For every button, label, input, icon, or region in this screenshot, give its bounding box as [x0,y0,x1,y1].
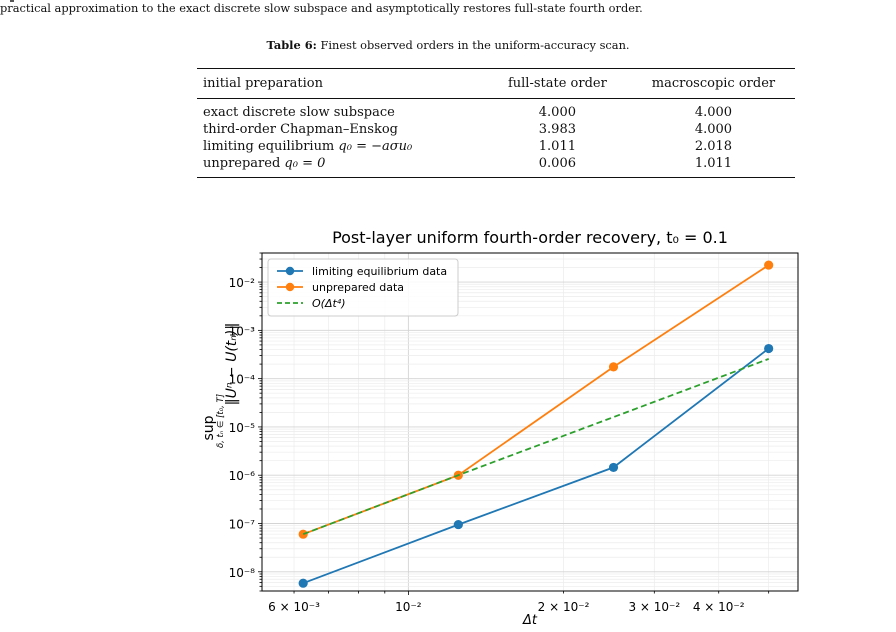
plot-frame [261,252,799,592]
macroscopic-order: 4.000 [694,122,733,137]
row-label-math: q₀ = −aσu₀ [338,139,413,154]
row-label: third-order Chapman–Enskog [197,121,483,138]
y-tick-label: 10⁻⁸ [229,566,256,580]
row-label-text: limiting equilibrium [203,139,339,154]
series-line-2 [302,358,770,536]
column-header: full-state order [507,76,607,91]
row-label-text: exact discrete slow subspace [203,105,395,120]
y-tick-label: 10⁻⁷ [229,517,256,531]
row-label-text: third-order Chapman–Enskog [203,122,398,137]
table-row: limiting equilibrium q₀ = −aσu₀ 1.011 2.… [197,138,795,155]
paragraph-text: practical approximation to the exact dis… [0,1,643,15]
x-tick-label: 3 × 10⁻² [628,600,680,614]
y-tick-label: 10⁻³ [229,324,256,338]
full-state-order: 4.000 [538,105,576,120]
grid [262,252,798,592]
data-point [298,578,308,588]
table-caption-label: Table 6: [266,38,317,52]
x-tick-label: 6 × 10⁻³ [268,600,320,614]
table-header-row: initial preparation full-state order mac… [197,68,795,99]
y-axis-label-subscript: δ, tₙ ∈ [t₀, T] [216,394,226,448]
chart-title: Post-layer uniform fourth-order recovery… [332,228,728,247]
results-table: initial preparation full-state order mac… [197,68,795,178]
macroscopic-order: 1.011 [694,156,733,171]
data-point [764,260,774,270]
cut-off-text-line [0,0,896,3]
y-tick-label: 10⁻⁵ [229,421,256,435]
row-label: unprepared q₀ = 0 [197,155,483,178]
legend-box [267,258,459,317]
column-header: macroscopic order [651,76,776,91]
legend-marker-limiting [285,266,295,276]
row-label-text: unprepared [203,156,285,171]
x-tick-label: 4 × 10⁻² [693,600,745,614]
series-line-0 [302,347,770,585]
full-state-order: 3.983 [538,122,576,137]
full-state-order: 1.011 [538,139,576,154]
legend-label: O(Δt⁴) [312,297,346,310]
y-axis-label-norm: ‖Uⁿ − U(tₙ)‖ [224,323,240,406]
data-point [764,343,774,354]
y-tick-label: 10⁻⁴ [229,373,256,387]
column-header: initial preparation [203,76,323,91]
row-label: limiting equilibrium q₀ = −aσu₀ [197,138,483,155]
legend: limiting equilibrium data unprepared dat… [267,258,459,317]
legend-label: unprepared data [312,281,404,294]
table-row: third-order Chapman–Enskog 3.983 4.000 [197,121,795,138]
data-point [608,462,619,473]
y-tick-label: 10⁻⁶ [229,469,256,483]
data-point [298,529,308,539]
data-point [608,362,619,372]
series-line-1 [302,264,770,536]
x-axis-label: Δt [522,613,538,628]
y-axis-label-sup: sup [201,415,217,440]
table-caption-text: Finest observed orders in the uniform-ac… [320,38,630,52]
legend-label: limiting equilibrium data [312,265,447,278]
legend-marker-unprepared [285,282,295,292]
y-axis-label: sup δ, tₙ ∈ [t₀, T] ‖Uⁿ − U(tₙ)‖ [201,323,240,448]
table-row: unprepared q₀ = 0 0.006 1.011 [197,155,795,178]
macroscopic-order: 2.018 [694,139,733,154]
convergence-chart: Post-layer uniform fourth-order recovery… [201,228,799,628]
x-tick-label: 2 × 10⁻² [538,600,590,614]
data-point [453,519,463,530]
full-state-order: 0.006 [538,156,576,171]
series-layer [298,260,774,588]
row-label: exact discrete slow subspace [197,99,483,122]
table-caption: Table 6: Finest observed orders in the u… [0,38,896,52]
macroscopic-order: 4.000 [694,105,733,120]
y-tick-label: 10⁻² [229,276,256,290]
table-row: exact discrete slow subspace 4.000 4.000 [197,99,795,122]
x-tick-label: 10⁻² [395,600,422,614]
axis-ticks: 6 × 10⁻³ 10⁻² 2 × 10⁻² 3 × 10⁻² 4 × 10⁻² 10⁻⁸… [229,252,770,614]
row-label-math: q₀ = 0 [284,156,326,171]
